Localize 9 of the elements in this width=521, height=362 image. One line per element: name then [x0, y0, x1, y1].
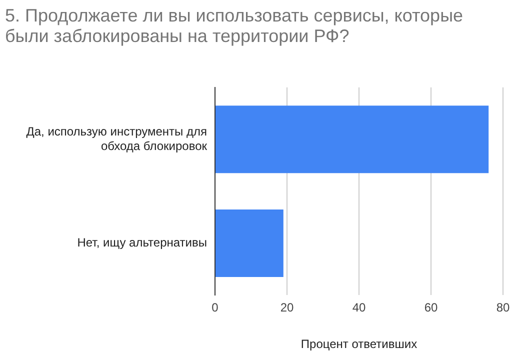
- x-tick-label: 20: [280, 300, 294, 315]
- x-axis-title: Процент ответивших: [300, 337, 418, 352]
- y-tick-label: Нет, ищу альтернативы: [77, 236, 207, 250]
- chart-title: 5. Продолжаете ли вы использовать сервисы, которые были заблокированы на территории РФ?: [5, 5, 464, 46]
- x-tick-label: 40: [352, 300, 366, 315]
- x-tick-label: 60: [424, 300, 438, 315]
- x-tick-label: 0: [212, 300, 219, 315]
- x-tick-label: 80: [496, 300, 510, 315]
- y-tick-label: Да, использую инструменты для обхода блокировок: [26, 124, 208, 153]
